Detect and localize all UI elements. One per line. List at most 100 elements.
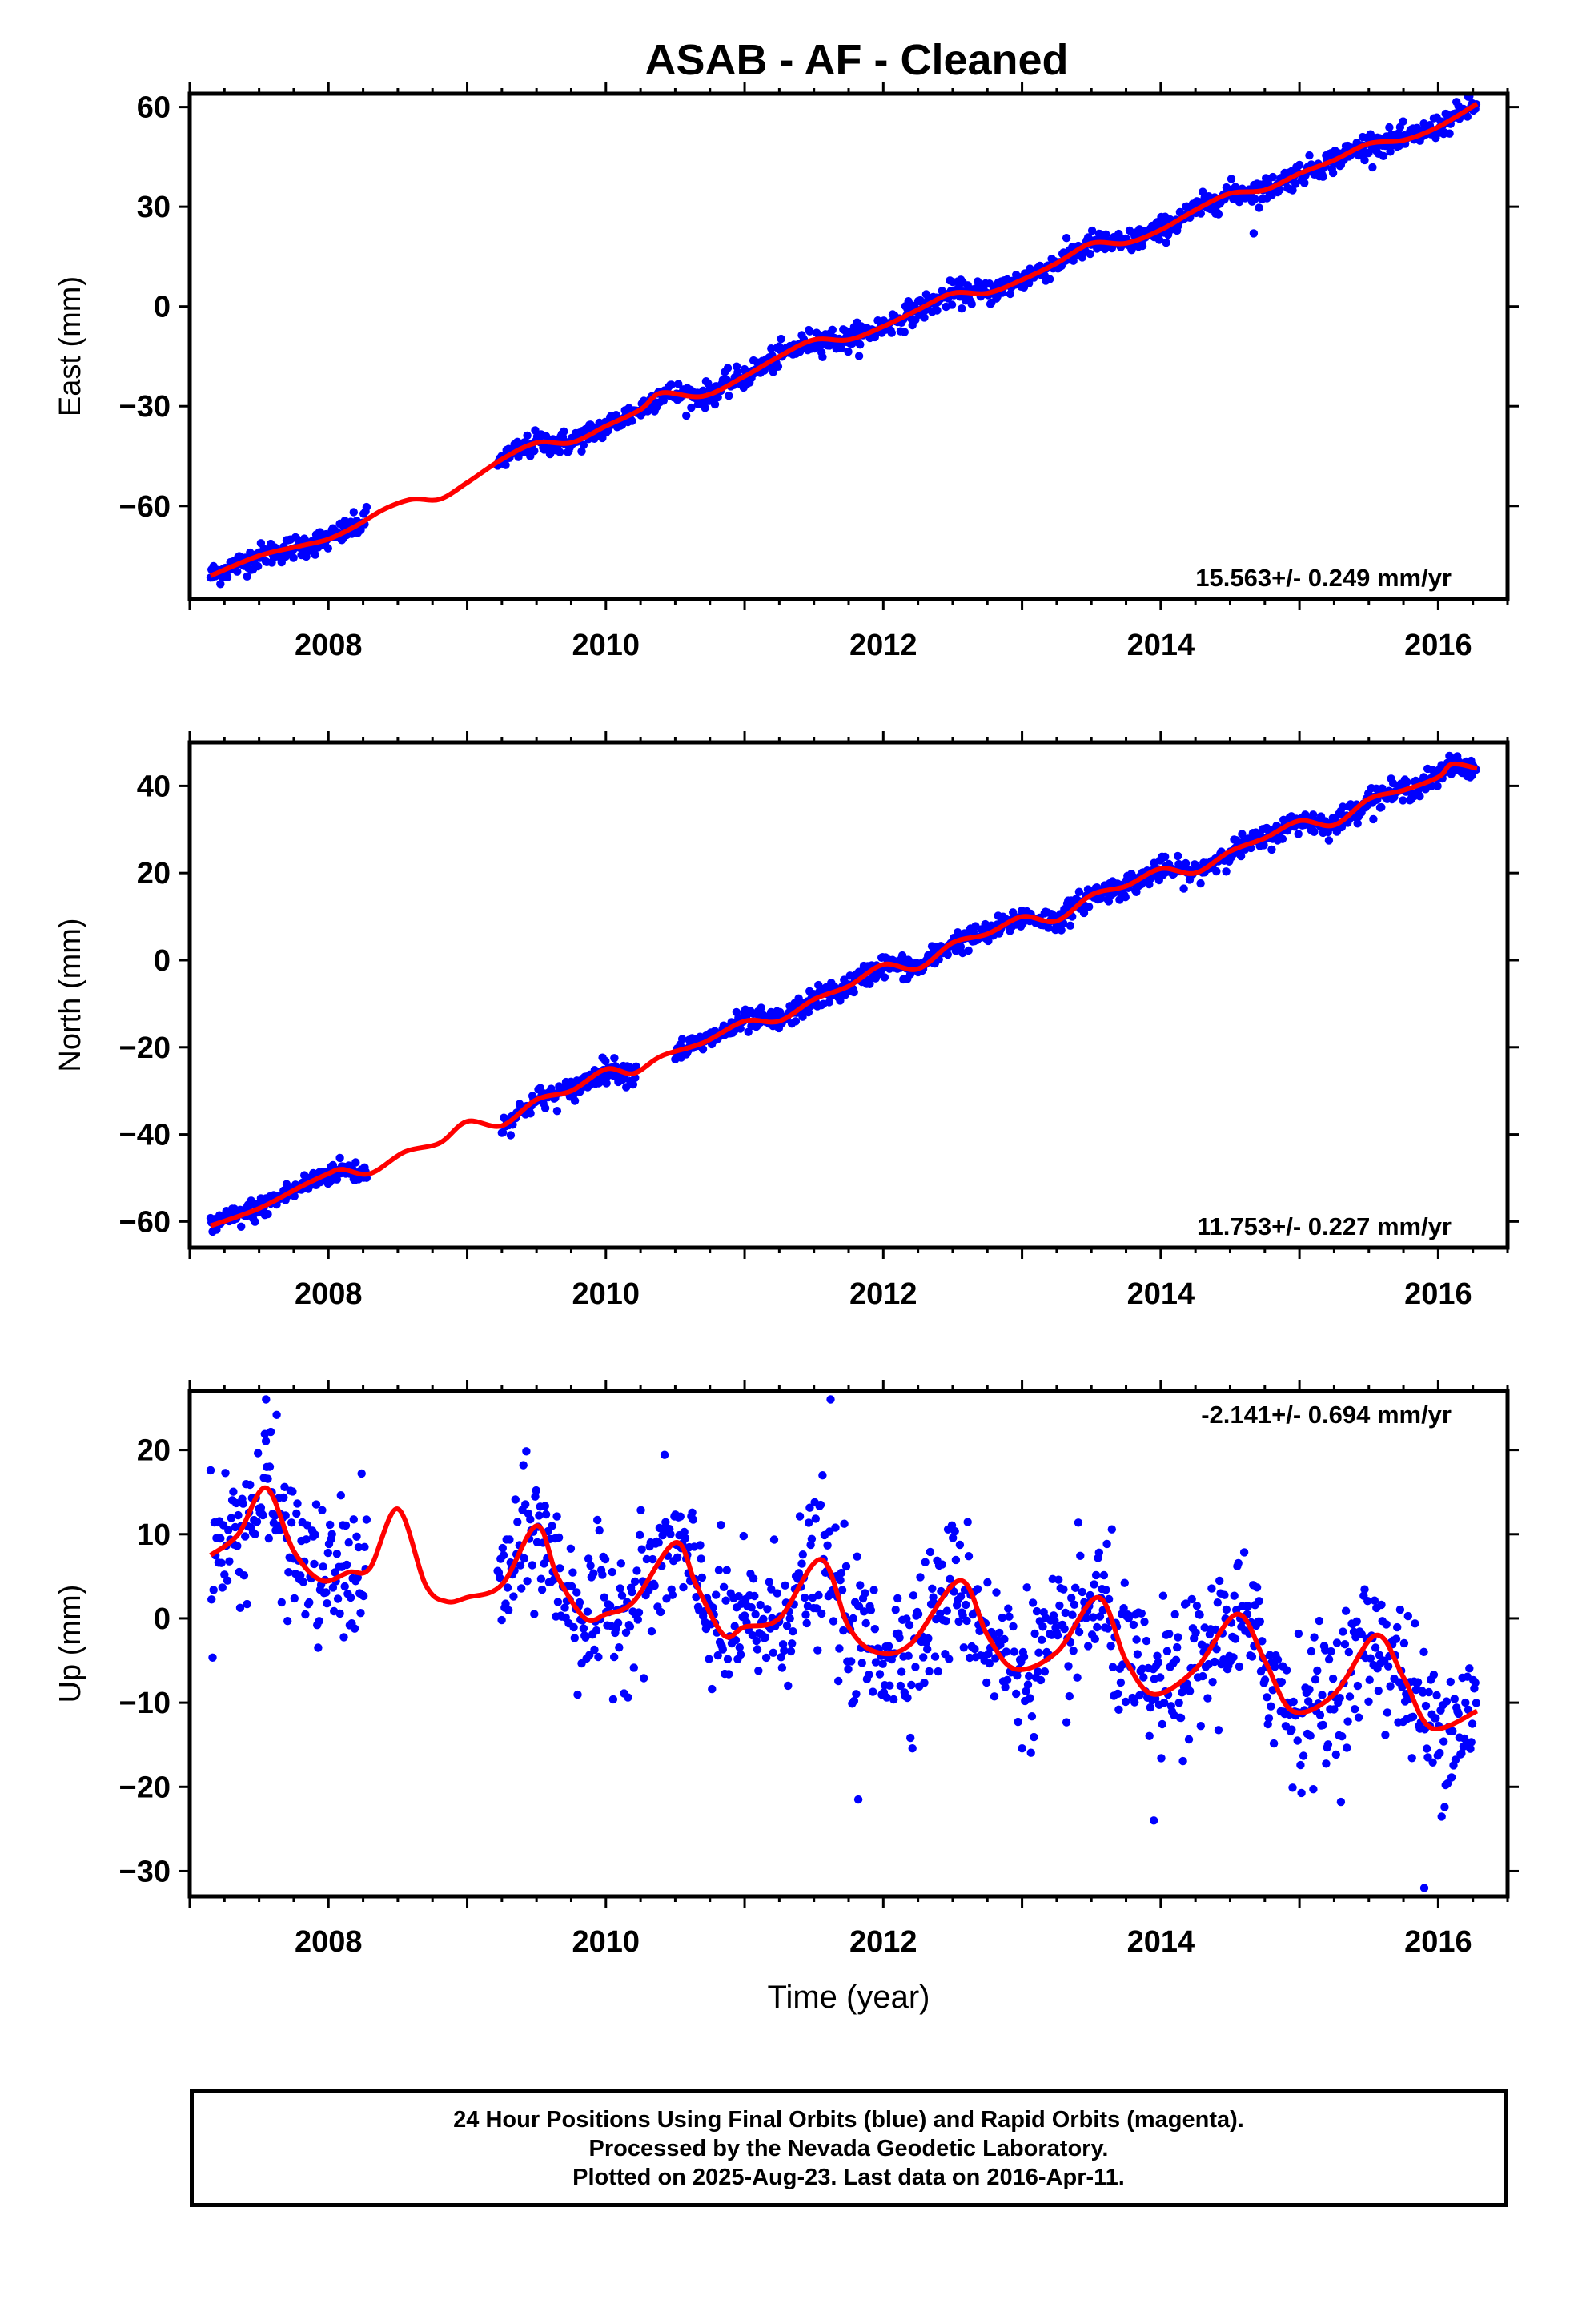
up-panel-frame xyxy=(187,1389,1510,1899)
data-point xyxy=(310,1559,319,1569)
data-point xyxy=(921,1558,930,1566)
data-point xyxy=(326,1520,335,1530)
data-point xyxy=(523,431,532,440)
data-point xyxy=(301,1610,310,1619)
data-point xyxy=(1028,1598,1038,1607)
data-point xyxy=(1398,1683,1407,1691)
data-point xyxy=(1300,179,1309,187)
data-point xyxy=(654,1538,663,1547)
data-point xyxy=(314,1643,323,1652)
data-point xyxy=(682,411,691,420)
data-point xyxy=(765,1578,773,1586)
data-point xyxy=(600,1554,610,1564)
data-point xyxy=(692,1593,701,1602)
data-point xyxy=(585,1651,594,1659)
data-point xyxy=(869,1687,877,1696)
data-point xyxy=(263,1209,272,1219)
data-point xyxy=(814,1590,823,1600)
data-point xyxy=(1443,1779,1452,1788)
data-point xyxy=(1360,1585,1369,1594)
data-point xyxy=(781,1581,789,1590)
data-point xyxy=(1135,1691,1144,1700)
data-point xyxy=(589,1569,598,1578)
data-point xyxy=(1076,1551,1085,1561)
data-point xyxy=(1351,1705,1359,1714)
data-point xyxy=(628,1587,636,1597)
up-y-axis-label: Up (mm) xyxy=(54,1585,87,1703)
data-point xyxy=(1277,1678,1287,1687)
data-point xyxy=(499,1550,508,1560)
data-point xyxy=(209,1586,218,1594)
data-point xyxy=(785,1614,794,1623)
data-point xyxy=(778,1640,788,1649)
data-point xyxy=(889,1695,898,1704)
data-point xyxy=(1306,1731,1315,1740)
data-point xyxy=(998,1613,1007,1622)
data-point xyxy=(610,1054,619,1063)
data-point xyxy=(586,1561,595,1570)
page-title: ASAB - AF - Cleaned xyxy=(644,36,1069,84)
data-point xyxy=(1370,1596,1379,1605)
x-tick-label: 2014 xyxy=(1127,1925,1195,1959)
data-point xyxy=(1192,1602,1202,1610)
north-fit-line xyxy=(209,761,1478,1228)
data-point xyxy=(836,996,845,1005)
data-point xyxy=(831,1523,840,1532)
data-point xyxy=(356,1609,365,1618)
x-tick-label: 2016 xyxy=(1404,1925,1472,1959)
data-point xyxy=(495,1573,504,1582)
data-point xyxy=(241,1532,250,1541)
data-point xyxy=(556,448,564,456)
footer-line-3: Plotted on 2025-Aug-23. Last data on 201… xyxy=(572,2165,1125,2190)
data-point xyxy=(951,1555,961,1565)
data-point xyxy=(225,1557,234,1566)
footer-line-2: Processed by the Nevada Geodetic Laborat… xyxy=(588,2136,1109,2161)
data-point xyxy=(1255,1617,1265,1626)
data-point xyxy=(906,1733,915,1743)
data-point xyxy=(572,1588,581,1597)
data-point xyxy=(1399,1638,1409,1648)
data-point xyxy=(837,1586,847,1594)
data-point xyxy=(526,1515,535,1524)
data-point xyxy=(566,1544,576,1554)
data-point xyxy=(1319,1720,1327,1730)
data-point xyxy=(1440,1803,1449,1811)
data-point xyxy=(1022,1583,1031,1592)
data-point xyxy=(243,1599,251,1609)
data-point xyxy=(1439,1737,1448,1746)
data-point xyxy=(1085,903,1094,911)
data-point xyxy=(1339,1627,1347,1636)
east-fit-line xyxy=(209,101,1479,578)
data-point xyxy=(1304,1697,1313,1706)
data-point xyxy=(1062,234,1071,243)
data-point xyxy=(1191,1628,1200,1638)
data-point xyxy=(1138,241,1147,251)
data-point xyxy=(632,1566,641,1575)
data-point xyxy=(254,561,263,571)
data-point xyxy=(1227,175,1236,183)
data-point xyxy=(1045,275,1054,283)
data-point xyxy=(328,1583,338,1592)
data-point xyxy=(1146,1703,1155,1712)
data-point xyxy=(315,1617,323,1626)
data-point xyxy=(311,550,319,559)
data-point xyxy=(967,300,976,308)
data-point xyxy=(628,1080,638,1089)
data-point xyxy=(767,1585,776,1594)
data-point xyxy=(1229,1653,1238,1662)
data-point xyxy=(233,1542,242,1550)
data-point xyxy=(1084,1642,1093,1651)
data-point xyxy=(1327,1647,1335,1656)
data-point xyxy=(835,1644,844,1653)
data-point xyxy=(1344,1647,1354,1657)
data-point xyxy=(289,553,298,562)
data-point xyxy=(1199,1671,1207,1681)
data-point xyxy=(1310,1633,1319,1642)
data-point xyxy=(1104,897,1114,906)
data-point xyxy=(924,1634,933,1643)
data-point xyxy=(1403,778,1411,786)
data-point xyxy=(973,1585,982,1594)
data-point xyxy=(699,386,708,395)
data-point xyxy=(1001,1683,1010,1691)
data-point xyxy=(1061,1608,1070,1618)
